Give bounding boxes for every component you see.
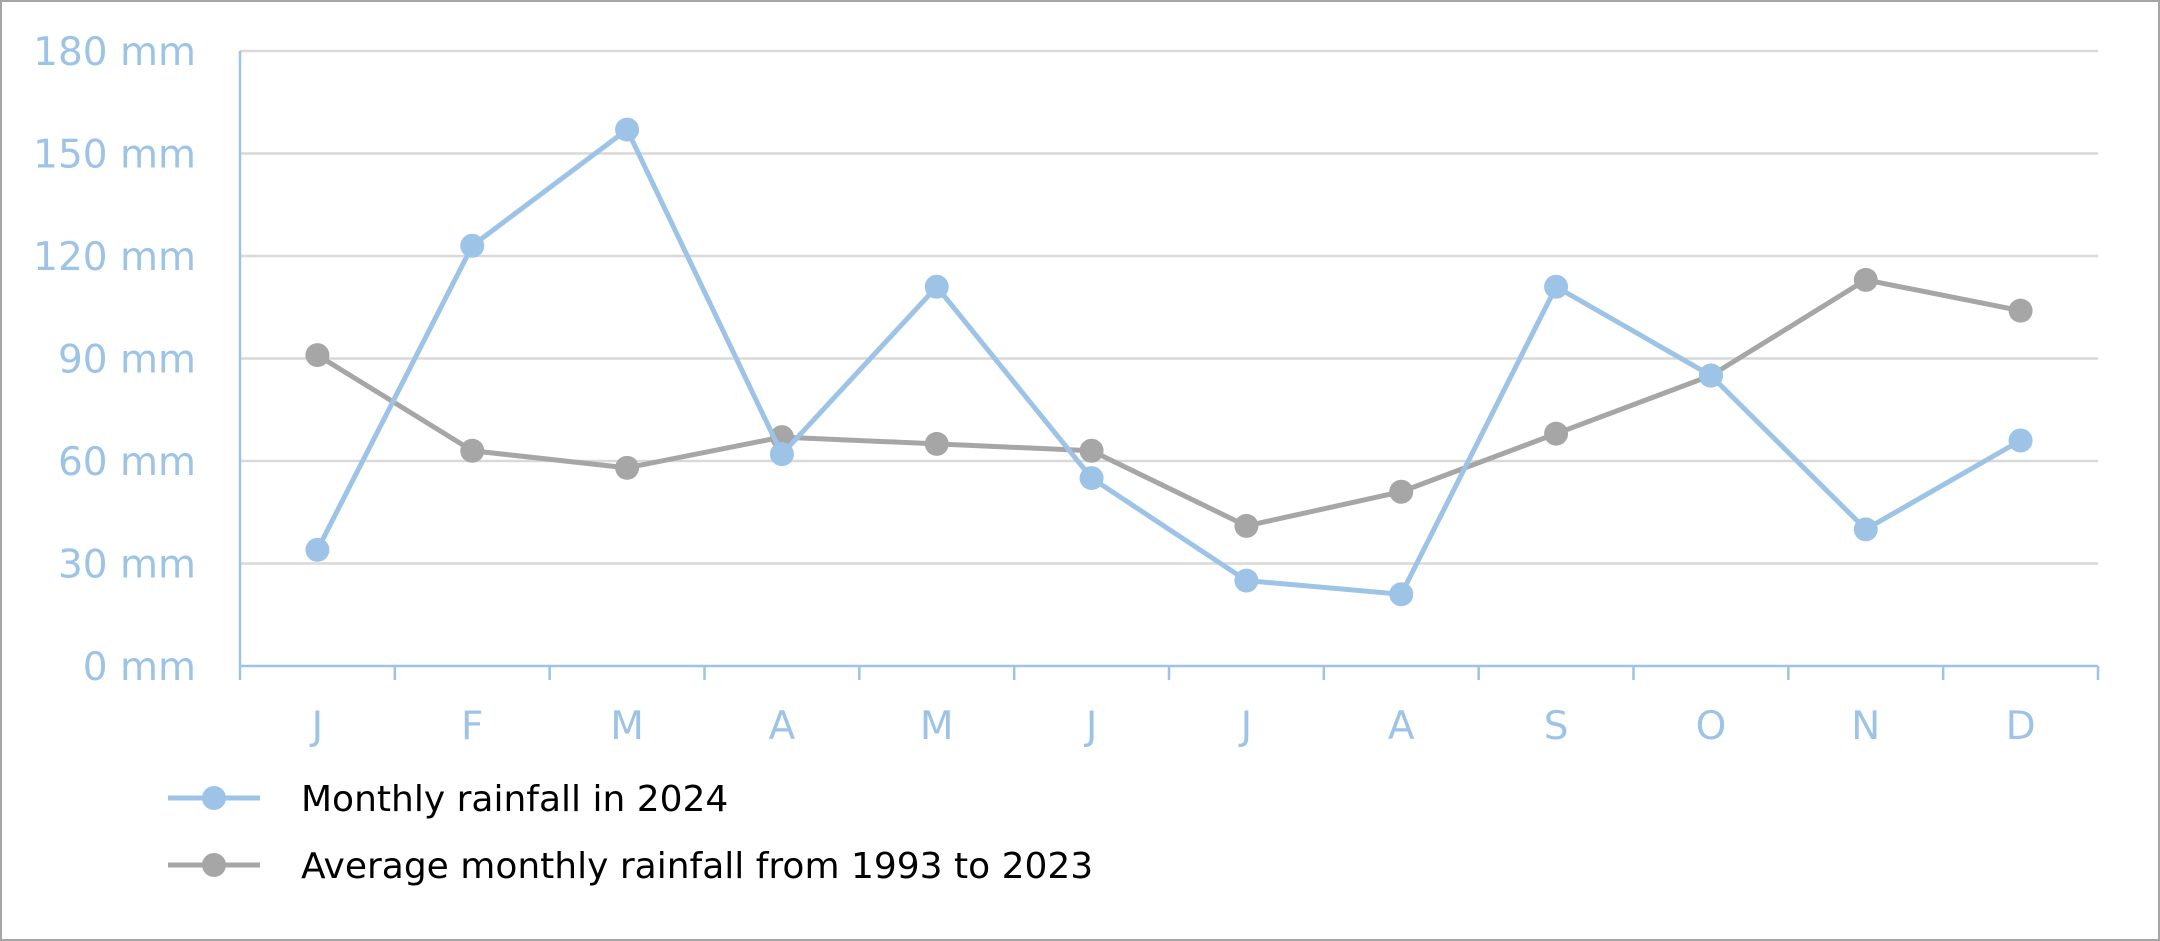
x-tick-label: O (1696, 704, 1727, 749)
data-point (1853, 517, 1878, 542)
y-tick-label: 180 mm (33, 30, 196, 75)
y-tick-label: 150 mm (33, 133, 196, 178)
data-point (2008, 298, 2033, 323)
x-tick-label: D (2006, 704, 2036, 749)
data-point (1698, 363, 1723, 388)
series-rainfall-2024 (305, 117, 2033, 607)
data-point (769, 442, 794, 467)
data-point (924, 431, 949, 456)
x-tick-label: A (1388, 704, 1415, 749)
x-tick-label: F (461, 704, 483, 749)
data-point (1544, 274, 1569, 299)
x-tick-label: A (769, 704, 796, 749)
data-point (1389, 479, 1414, 504)
y-tick-label: 120 mm (33, 235, 196, 280)
data-point (2008, 428, 2033, 453)
data-point (1234, 568, 1259, 593)
data-point (1079, 466, 1104, 491)
x-tick-label: M (610, 704, 644, 749)
data-point (1234, 513, 1259, 538)
axes: 0 mm 30 mm 60 mm 90 mm 120 mm 150 mm 180 mm J F M… (33, 30, 2100, 749)
y-tick-label: 90 mm (58, 338, 196, 383)
data-point (1853, 267, 1878, 292)
series-average-1993-2023 (305, 267, 2033, 538)
legend: Monthly rainfall in 2024 Average monthly … (168, 779, 1093, 887)
legend-marker-swatch (202, 786, 226, 810)
x-tick-label: M (920, 704, 954, 749)
legend-entry: Average monthly rainfall from 1993 to 20… (168, 846, 1093, 887)
data-point (615, 117, 640, 142)
data-point (460, 233, 485, 258)
legend-entry: Monthly rainfall in 2024 (168, 779, 728, 820)
series-line (315, 127, 2022, 597)
x-tick-label: S (1544, 704, 1569, 749)
data-point (460, 438, 485, 463)
data-point (924, 274, 949, 299)
data-point (305, 537, 330, 562)
y-tick-label: 0 mm (83, 645, 196, 690)
data-point (305, 343, 330, 368)
series-line (316, 277, 2022, 529)
y-tick-label: 60 mm (58, 440, 196, 485)
legend-label: Monthly rainfall in 2024 (301, 779, 728, 820)
series-lines (305, 117, 2033, 607)
x-tick-label: J (1238, 704, 1253, 749)
legend-marker-swatch (202, 853, 226, 877)
x-tick-label: J (1083, 704, 1098, 749)
data-point (615, 455, 640, 480)
x-tick-label: N (1851, 704, 1880, 749)
legend-label: Average monthly rainfall from 1993 to 20… (301, 846, 1093, 887)
y-tick-label: 30 mm (58, 543, 196, 588)
data-point (1079, 438, 1104, 463)
data-point (1544, 421, 1569, 446)
x-tick-label: J (309, 704, 324, 749)
data-point (1389, 582, 1414, 607)
